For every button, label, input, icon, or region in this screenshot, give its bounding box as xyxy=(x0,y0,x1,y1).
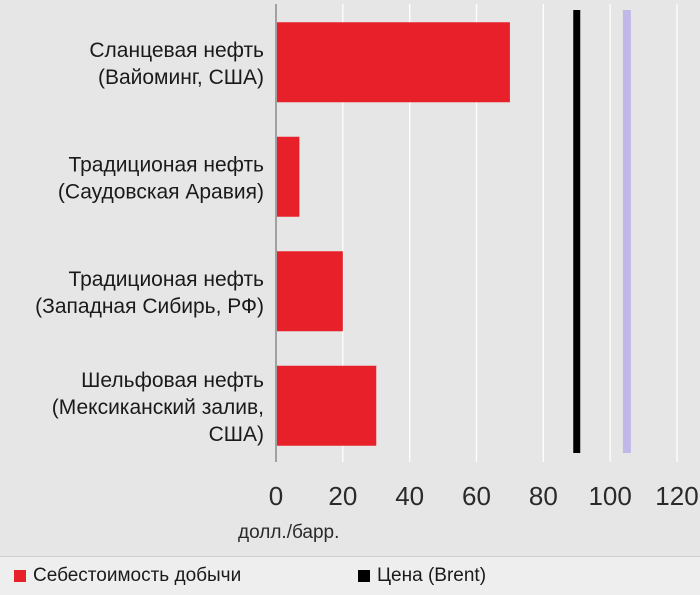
reference-line-1 xyxy=(622,10,631,453)
bar-0 xyxy=(277,22,510,103)
legend-label-cost: Себестоимость добычи xyxy=(33,565,242,586)
bar-2 xyxy=(277,251,343,332)
category-label-2: Традиционая нефть (Западная Сибирь, РФ) xyxy=(35,268,264,318)
legend-item-brent: Цена (Brent) xyxy=(358,565,486,587)
bar-1 xyxy=(277,136,300,217)
legend-item-cost: Себестоимость добычи xyxy=(14,565,241,587)
reference-line-0 xyxy=(573,10,581,453)
category-label-1: Традиционая нефть (Саудовская Аравия) xyxy=(58,153,264,203)
x-tick-label-40: 40 xyxy=(395,481,424,511)
legend: Себестоимость добычи Цена (Brent) xyxy=(0,556,700,595)
legend-label-brent: Цена (Brent) xyxy=(377,565,487,586)
category-label-0: Сланцевая нефть (Вайоминг, США) xyxy=(89,39,264,89)
x-tick-label-0: 0 xyxy=(269,481,283,511)
x-axis-label: долл./барр. xyxy=(238,522,339,543)
bar-3 xyxy=(277,365,377,446)
chart: 0 20 40 60 80 100 120 долл./барр. Сланцевая нефт… xyxy=(35,4,699,543)
x-tick-label-120: 120 xyxy=(655,481,698,511)
x-tick-label-20: 20 xyxy=(328,481,357,511)
legend-swatch-brent xyxy=(358,570,370,582)
legend-swatch-cost xyxy=(14,570,26,582)
x-tick-label-60: 60 xyxy=(462,481,491,511)
x-tick-label-80: 80 xyxy=(529,481,558,511)
x-tick-label-100: 100 xyxy=(588,481,631,511)
category-label-3: Шельфовая нефть (Мексиканский залив, США) xyxy=(52,369,264,446)
